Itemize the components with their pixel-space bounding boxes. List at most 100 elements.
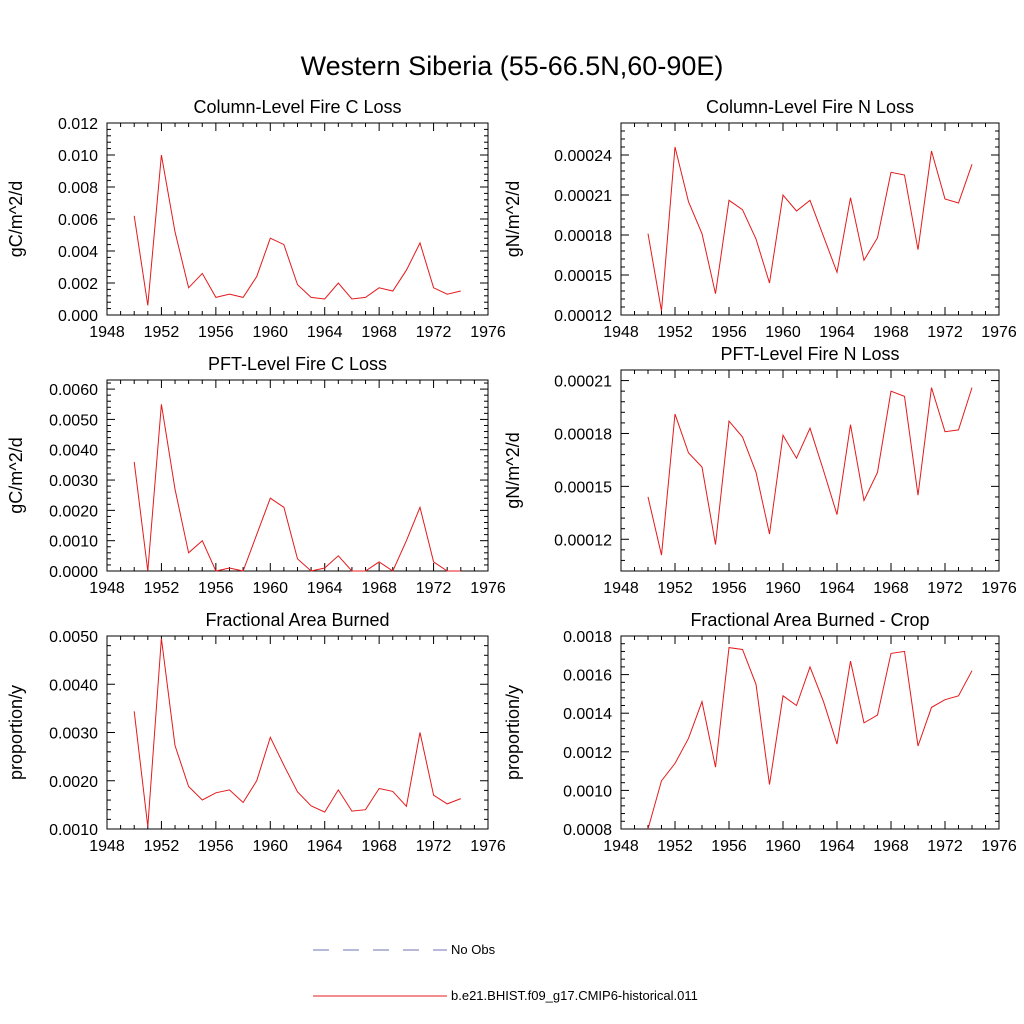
y-tick-label: 0.0014 [563,706,612,723]
series-line [133,404,461,572]
y-tick-label: 0.00021 [554,188,612,205]
x-tick-label: 1952 [144,580,180,597]
x-tick-label: 1964 [819,580,855,597]
y-tick-label: 0.012 [58,116,98,133]
x-tick-label: 1948 [89,324,125,341]
x-tick-label: 1972 [927,838,963,855]
panel-title: PFT-Level Fire C Loss [208,354,387,374]
x-tick-label: 1968 [361,838,397,855]
y-tick-label: 0.00018 [554,228,612,245]
y-tick-label: 0.004 [58,244,98,261]
x-tick-label: 1960 [765,580,801,597]
x-tick-label: 1976 [470,838,506,855]
figure-title: Western Siberia (55-66.5N,60-90E) [301,51,724,81]
y-tick-label: 0.00015 [554,479,612,496]
legend-obs-label: No Obs [451,942,496,957]
panel-title: Column-Level Fire N Loss [706,97,914,117]
x-tick-label: 1948 [89,580,125,597]
x-tick-label: 1948 [603,580,639,597]
series-line [133,154,461,306]
y-tick-label: 0.0030 [49,726,98,743]
x-tick-label: 1948 [89,838,125,855]
series-line [133,638,461,827]
y-tick-label: 0.0040 [49,677,98,694]
legend-model-label: b.e21.BHIST.f09_g17.CMIP6-historical.011 [451,988,698,1003]
x-tick-label: 1948 [603,838,639,855]
x-tick-label: 1956 [198,324,234,341]
y-tick-label: 0.000 [58,308,98,325]
plot-frame [106,635,489,830]
x-tick-label: 1952 [657,324,693,341]
x-tick-label: 1952 [144,838,180,855]
x-tick-label: 1972 [416,324,452,341]
x-tick-label: 1952 [657,580,693,597]
y-tick-label: 0.0016 [563,668,612,685]
x-tick-label: 1976 [981,580,1017,597]
y-tick-label: 0.0020 [49,503,98,520]
x-tick-label: 1956 [198,838,234,855]
y-tick-label: 0.00021 [554,374,612,391]
x-tick-label: 1956 [198,580,234,597]
panel-title: Fractional Area Burned - Crop [690,610,929,630]
x-tick-label: 1976 [981,324,1017,341]
y-tick-label: 0.0000 [49,564,98,581]
x-tick-label: 1968 [361,580,397,597]
legend: No Obs b.e21.BHIST.f09_g17.CMIP6-histori… [313,942,698,1003]
x-tick-label: 1964 [819,838,855,855]
x-tick-label: 1956 [711,324,747,341]
plot-frame [106,379,489,572]
panel-5: Fractional Area Burned proportion/y 1948 19… [6,610,506,855]
x-tick-label: 1960 [765,838,801,855]
x-tick-label: 1952 [657,838,693,855]
x-tick-label: 1968 [873,580,909,597]
plot-frame [106,122,489,316]
x-tick-label: 1972 [416,580,452,597]
y-tick-label: 0.0030 [49,473,98,490]
x-tick-label: 1956 [711,838,747,855]
x-tick-label: 1952 [144,324,180,341]
y-axis-label: gN/m^2/d [503,181,523,257]
x-tick-label: 1968 [873,324,909,341]
x-tick-label: 1960 [765,324,801,341]
x-tick-label: 1956 [711,580,747,597]
x-tick-label: 1968 [873,838,909,855]
y-tick-label: 0.0008 [563,822,612,839]
series-line [647,146,973,312]
y-tick-label: 0.002 [58,276,98,293]
y-tick-label: 0.0010 [563,783,612,800]
x-tick-label: 1960 [252,580,288,597]
x-tick-label: 1964 [307,324,343,341]
panels: Column-Level Fire C Loss gC/m^2/d 1948 1952… [6,97,1017,855]
x-tick-label: 1972 [927,324,963,341]
y-tick-label: 0.00024 [554,148,612,165]
y-tick-label: 0.00018 [554,426,612,443]
plot-frame [620,122,1000,316]
y-tick-label: 0.00012 [554,308,612,325]
plot-frame [620,369,1000,572]
x-tick-label: 1968 [361,324,397,341]
x-tick-label: 1972 [416,838,452,855]
x-tick-label: 1976 [981,838,1017,855]
panel-6: Fractional Area Burned - Crop proportion/… [503,610,1017,855]
y-axis-label: gN/m^2/d [503,432,523,508]
series-line [647,647,973,830]
plot-frame [620,635,1000,830]
y-tick-label: 0.0060 [49,382,98,399]
y-tick-label: 0.0050 [49,412,98,429]
y-tick-label: 0.0020 [49,774,98,791]
y-tick-label: 0.0040 [49,443,98,460]
y-tick-label: 0.0050 [49,629,98,646]
x-tick-label: 1964 [307,838,343,855]
y-tick-label: 0.00012 [554,532,612,549]
x-tick-label: 1976 [470,324,506,341]
y-tick-label: 0.0010 [49,534,98,551]
panel-title: PFT-Level Fire N Loss [720,344,899,364]
y-tick-label: 0.010 [58,148,98,165]
y-axis-label: proportion/y [503,685,523,780]
x-tick-label: 1972 [927,580,963,597]
panel-title: Fractional Area Burned [205,610,389,630]
y-tick-label: 0.0012 [563,745,612,762]
panel-2: Column-Level Fire N Loss gN/m^2/d 1948 1952… [503,97,1017,341]
panel-1: Column-Level Fire C Loss gC/m^2/d 1948 1952… [6,97,506,341]
